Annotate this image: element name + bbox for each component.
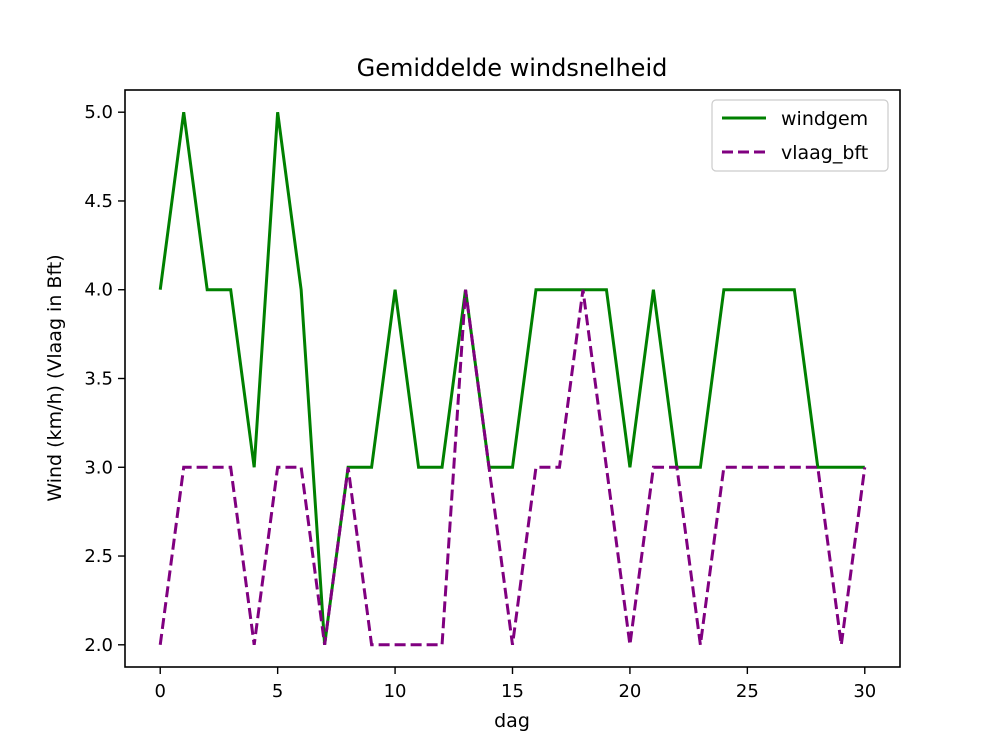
x-tick-label: 20: [618, 681, 641, 702]
legend-label-windgem: windgem: [781, 108, 868, 130]
series-line-vlaag-bft: [158, 289, 867, 647]
x-tick-label: 15: [501, 681, 524, 702]
y-tick-label: 3.5: [84, 369, 113, 390]
x-axis-label: dag: [494, 710, 530, 732]
x-tick-label: 25: [736, 681, 759, 702]
y-tick-label: 5.0: [84, 102, 113, 123]
y-tick-label: 3.0: [84, 457, 113, 478]
y-tick-label: 2.5: [84, 546, 113, 567]
series-line-windgem: [158, 111, 865, 646]
y-tick-label: 2.0: [84, 635, 113, 656]
x-tick-label: 30: [853, 681, 876, 702]
x-tick-label: 10: [384, 681, 407, 702]
y-tick-label: 4.0: [84, 280, 113, 301]
series-layer: [158, 111, 867, 647]
plot-area: [124, 89, 901, 668]
plot-background: [125, 90, 900, 667]
x-tick-label: 5: [272, 681, 283, 702]
y-tick-label: 4.5: [84, 191, 113, 212]
legend: windgem vlaag_bft: [711, 99, 889, 172]
legend-label-vlaag-bft: vlaag_bft: [781, 142, 868, 164]
y-axis-label: Wind (km/h) (Vlaag in Bft): [44, 254, 66, 501]
x-axis-ticks: 0 5 10 15 20 25 30: [155, 667, 876, 702]
chart-title: Gemiddelde windsnelheid: [357, 54, 668, 82]
x-tick-label: 0: [155, 681, 166, 702]
y-axis-ticks: 2.0 2.5 3.0 3.5 4.0 4.5 5.0: [84, 102, 125, 656]
